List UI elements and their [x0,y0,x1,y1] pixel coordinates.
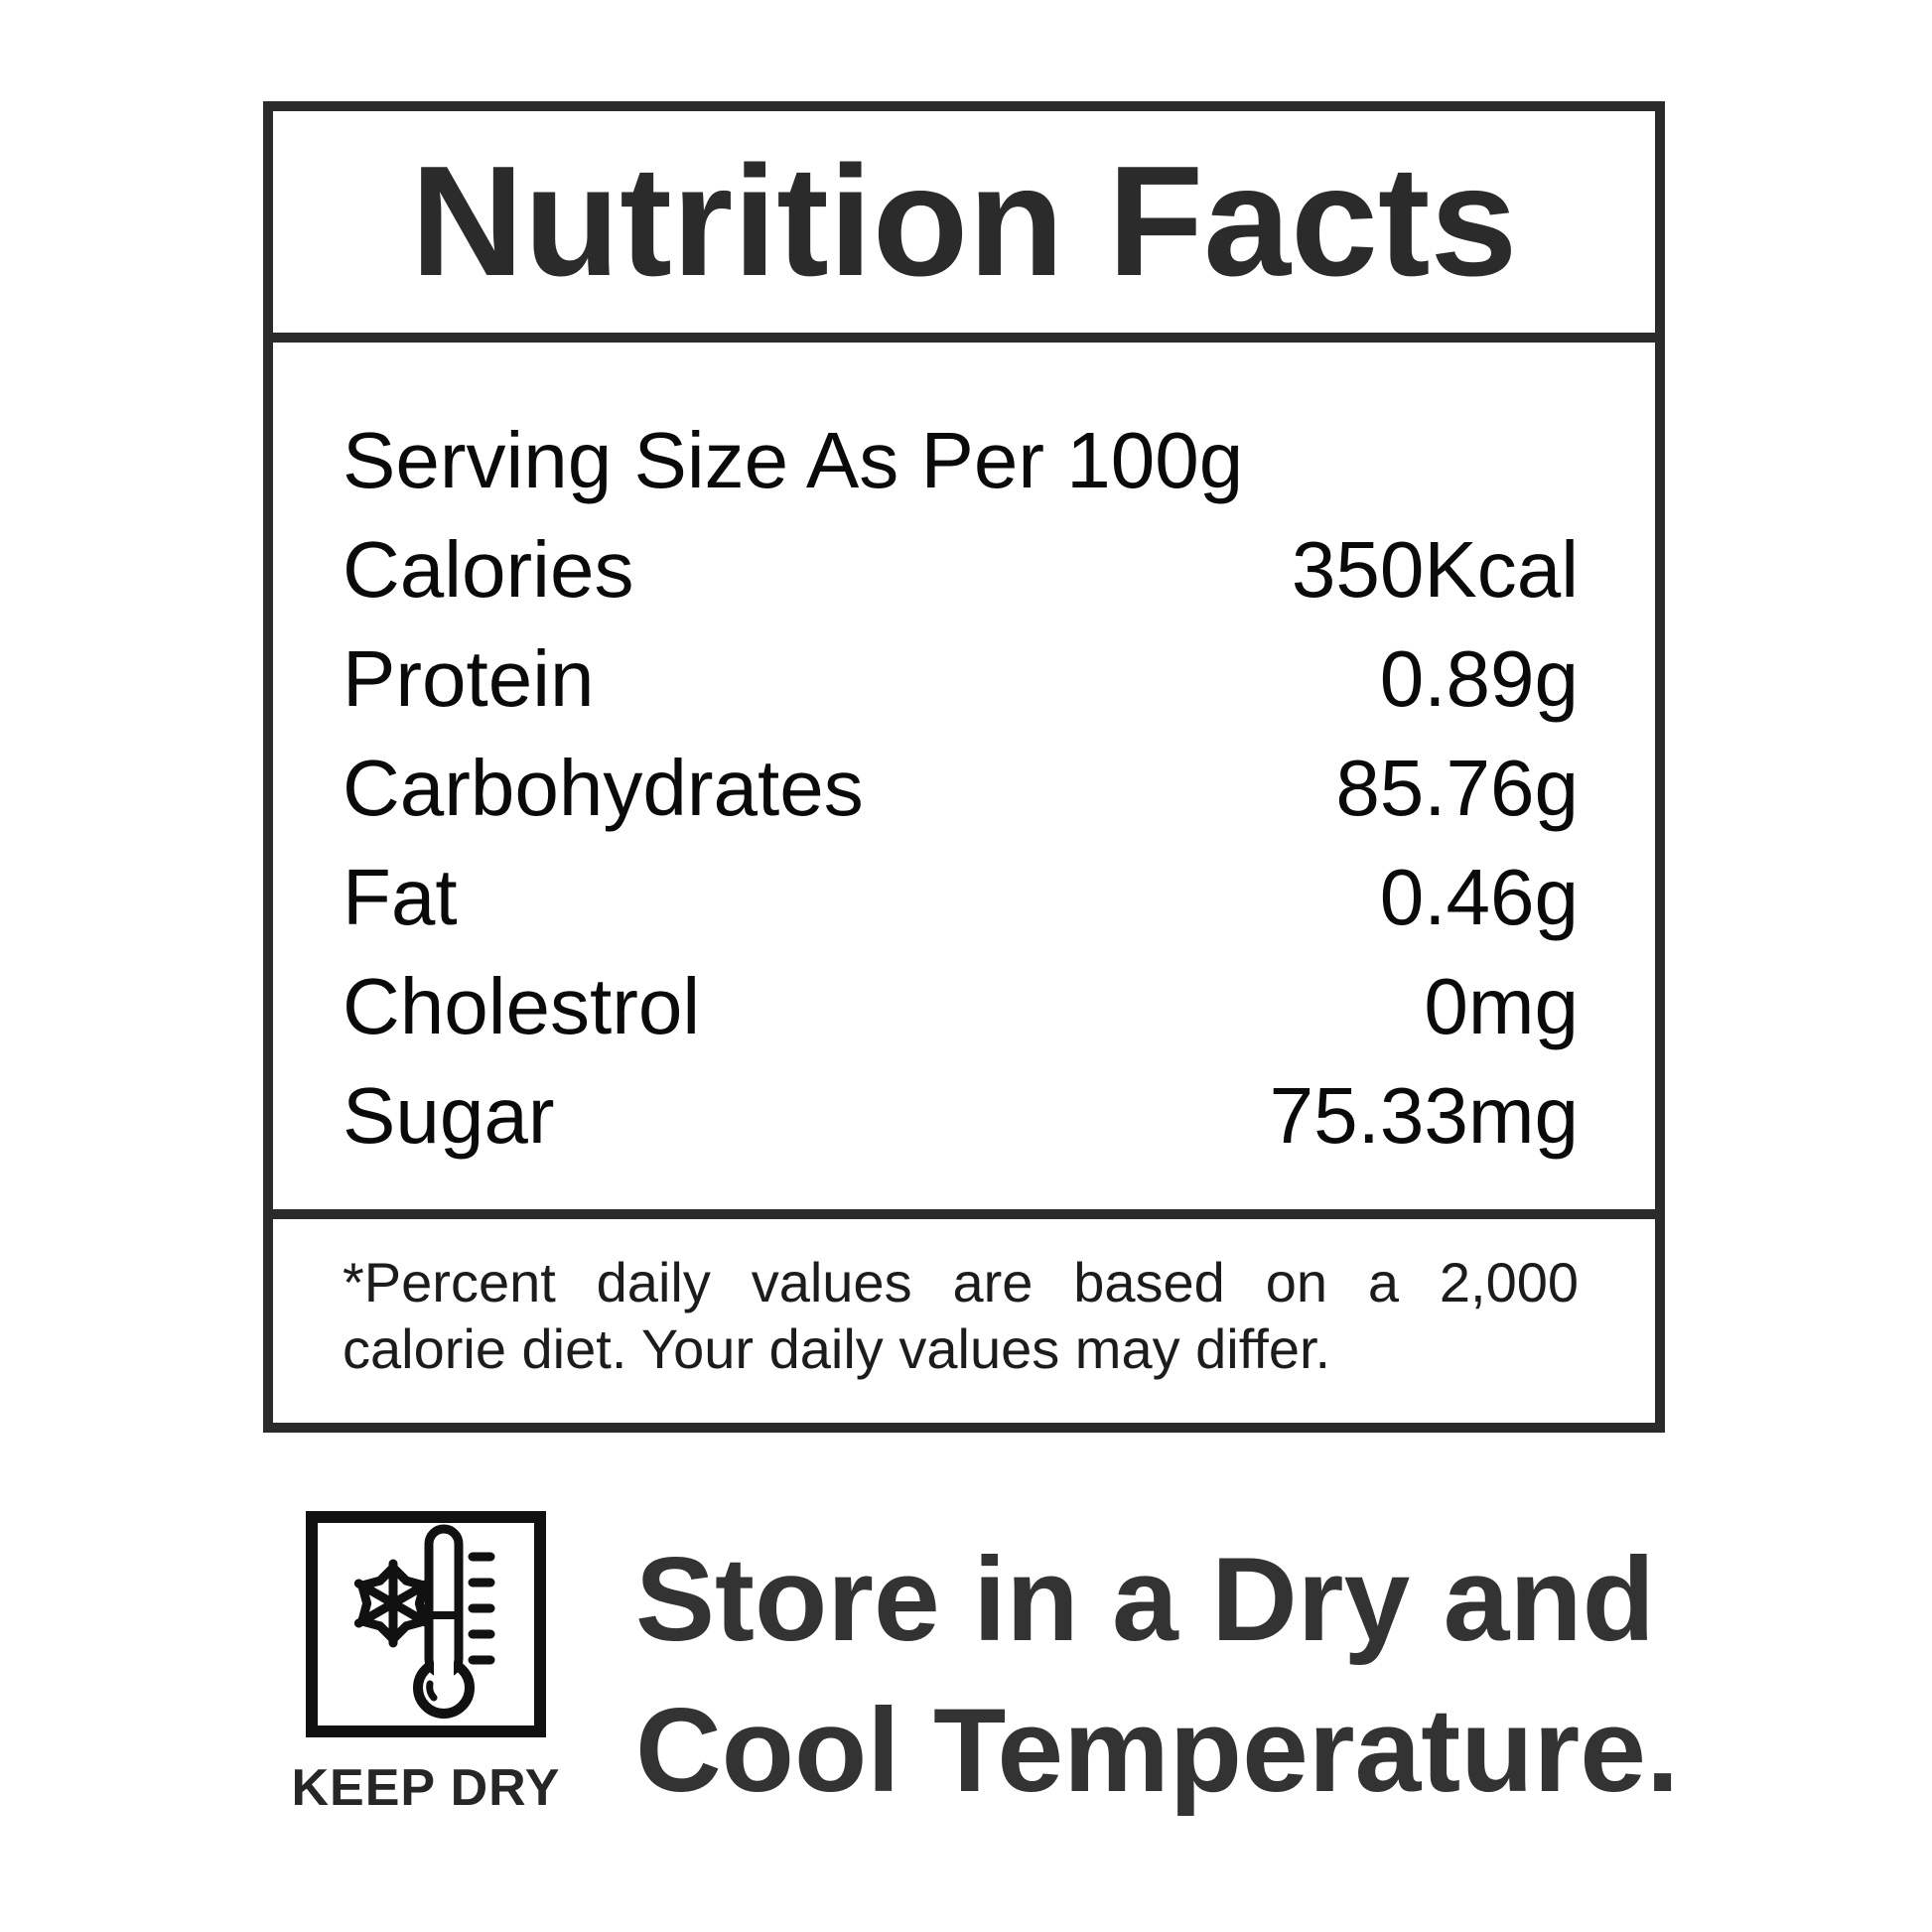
nutrient-label: Fat [343,853,458,941]
nutrition-body: Serving Size As Per 100g Calories 350Kca… [273,333,1655,1209]
nutrient-value: 0.46g [1379,853,1579,941]
nutrient-label: Calories [343,525,634,614]
storage-line-2: Cool Temperature. [635,1684,1680,1817]
footnote-line-1: *Percent daily values are based on a 2,0… [343,1251,1579,1313]
nutrient-row-sugar: Sugar 75.33mg [343,1061,1579,1171]
nutrient-value: 75.33mg [1269,1071,1579,1160]
storage-line-1: Store in a Dry and [635,1533,1655,1666]
nutrient-row-protein: Protein 0.89g [343,624,1579,734]
footnote: *Percent daily values are based on a 2,0… [273,1209,1655,1423]
footnote-line-2: calorie diet. Your daily values may diff… [343,1317,1331,1380]
nutrient-value: 85.76g [1335,744,1579,832]
nutrient-row-cholestrol: Cholestrol 0mg [343,952,1579,1061]
nutrient-value: 350Kcal [1291,525,1579,614]
nutrient-row-carbohydrates: Carbohydrates 85.76g [343,734,1579,843]
keep-dry-figure: KEEP DRY [292,1511,559,1818]
nutrient-row-fat: Fat 0.46g [343,843,1579,952]
icon-frame [306,1511,546,1737]
nutrient-label: Protein [343,634,595,723]
nutrient-value: 0mg [1424,962,1579,1050]
serving-size-row: Serving Size As Per 100g [343,406,1579,515]
storage-instruction: Store in a Dry and Cool Temperature. [635,1524,1679,1826]
nutrient-label: Carbohydrates [343,744,864,832]
nutrient-value: 0.89g [1379,634,1579,723]
nutrition-label: Nutrition Facts Serving Size As Per 100g… [263,101,1665,1433]
nutrient-row-calories: Calories 350Kcal [343,515,1579,624]
nutrition-title: Nutrition Facts [410,134,1518,309]
keep-dry-icon [306,1511,546,1737]
snowflake-icon [353,1559,433,1648]
keep-dry-label: KEEP DRY [291,1759,561,1817]
nutrient-label: Sugar [343,1071,555,1160]
nutrition-label-header: Nutrition Facts [273,111,1655,333]
serving-size-label: Serving Size As Per 100g [343,416,1244,504]
nutrient-label: Cholestrol [343,962,701,1050]
thermometer-icon [413,1524,495,1719]
